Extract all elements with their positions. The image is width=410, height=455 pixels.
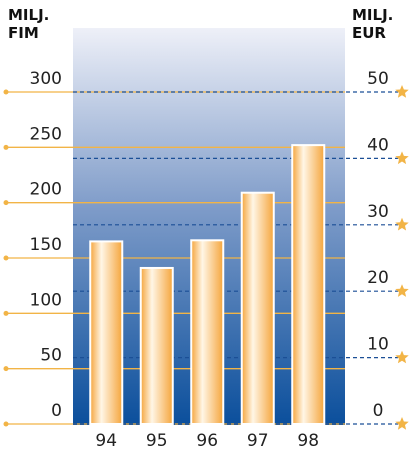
bar (190, 239, 225, 425)
y2-axis-label: MILJ. EUR (352, 6, 393, 42)
y-label-line: FIM (8, 24, 39, 42)
tick-star (395, 417, 409, 430)
y2-tick-label: 10 (367, 335, 389, 355)
bar (139, 266, 174, 425)
y2-tick-label: 40 (367, 135, 389, 155)
y2-label-line: EUR (352, 24, 386, 42)
tick-dot (3, 200, 9, 206)
bar (291, 144, 326, 425)
tick-star (395, 85, 409, 98)
tick-dot (3, 255, 9, 261)
y-tick-label: 300 (30, 69, 62, 89)
tick-star (395, 284, 409, 297)
y-tick-label: 0 (51, 401, 62, 421)
y-tick-label: 250 (30, 124, 62, 144)
bar (89, 240, 124, 425)
tick-dot (3, 89, 9, 95)
tick-star (395, 350, 409, 364)
y2-tick-label: 0 (373, 401, 384, 421)
y-tick-label: 100 (30, 290, 62, 310)
x-tick-label: 98 (297, 431, 319, 451)
y-tick-label: 50 (40, 346, 62, 366)
tick-dot (3, 310, 9, 316)
tick-dot (3, 366, 9, 372)
x-tick-label: 96 (196, 431, 218, 451)
x-tick-label: 94 (95, 431, 117, 451)
y-axis-label: MILJ. FIM (8, 6, 49, 42)
y2-tick-label: 50 (367, 69, 389, 89)
tick-star (395, 217, 409, 231)
tick-dot (3, 144, 9, 150)
y2-label-line: MILJ. (352, 6, 393, 24)
bar (240, 191, 275, 425)
x-tick-label: 97 (247, 431, 269, 451)
y-tick-label: 200 (30, 180, 62, 200)
y-tick-label: 150 (30, 235, 62, 255)
y2-tick-label: 30 (367, 202, 389, 222)
tick-star (395, 151, 409, 165)
x-tick-label: 95 (146, 431, 168, 451)
y2-tick-label: 20 (367, 268, 389, 288)
y-label-line: MILJ. (8, 6, 49, 24)
tick-dot (3, 421, 9, 427)
